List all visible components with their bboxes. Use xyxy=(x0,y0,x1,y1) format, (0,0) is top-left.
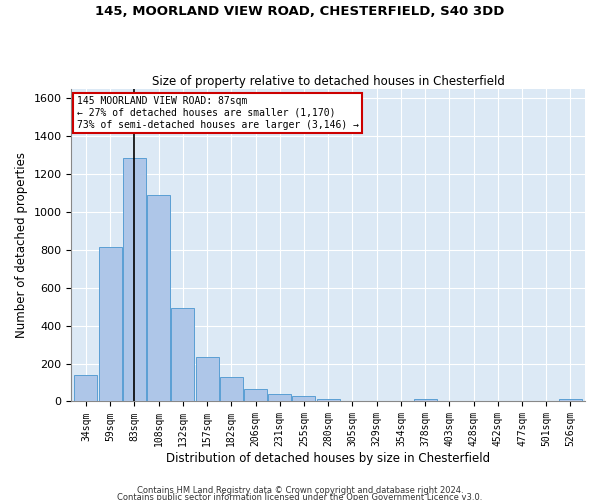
Bar xyxy=(413,398,437,402)
Text: 145, MOORLAND VIEW ROAD, CHESTERFIELD, S40 3DD: 145, MOORLAND VIEW ROAD, CHESTERFIELD, S… xyxy=(95,5,505,18)
X-axis label: Distribution of detached houses by size in Chesterfield: Distribution of detached houses by size … xyxy=(166,452,490,465)
Title: Size of property relative to detached houses in Chesterfield: Size of property relative to detached ho… xyxy=(152,76,505,88)
Bar xyxy=(172,308,194,402)
Bar xyxy=(147,194,170,402)
Text: 145 MOORLAND VIEW ROAD: 87sqm
← 27% of detached houses are smaller (1,170)
73% o: 145 MOORLAND VIEW ROAD: 87sqm ← 27% of d… xyxy=(77,96,359,130)
Bar xyxy=(317,398,340,402)
Bar xyxy=(74,375,97,402)
Bar xyxy=(196,357,218,402)
Bar xyxy=(123,158,146,402)
Bar xyxy=(559,398,582,402)
Y-axis label: Number of detached properties: Number of detached properties xyxy=(15,152,28,338)
Bar xyxy=(268,394,291,402)
Bar xyxy=(244,389,267,402)
Text: Contains public sector information licensed under the Open Government Licence v3: Contains public sector information licen… xyxy=(118,494,482,500)
Bar xyxy=(292,396,316,402)
Bar xyxy=(98,247,122,402)
Bar xyxy=(220,377,243,402)
Text: Contains HM Land Registry data © Crown copyright and database right 2024.: Contains HM Land Registry data © Crown c… xyxy=(137,486,463,495)
